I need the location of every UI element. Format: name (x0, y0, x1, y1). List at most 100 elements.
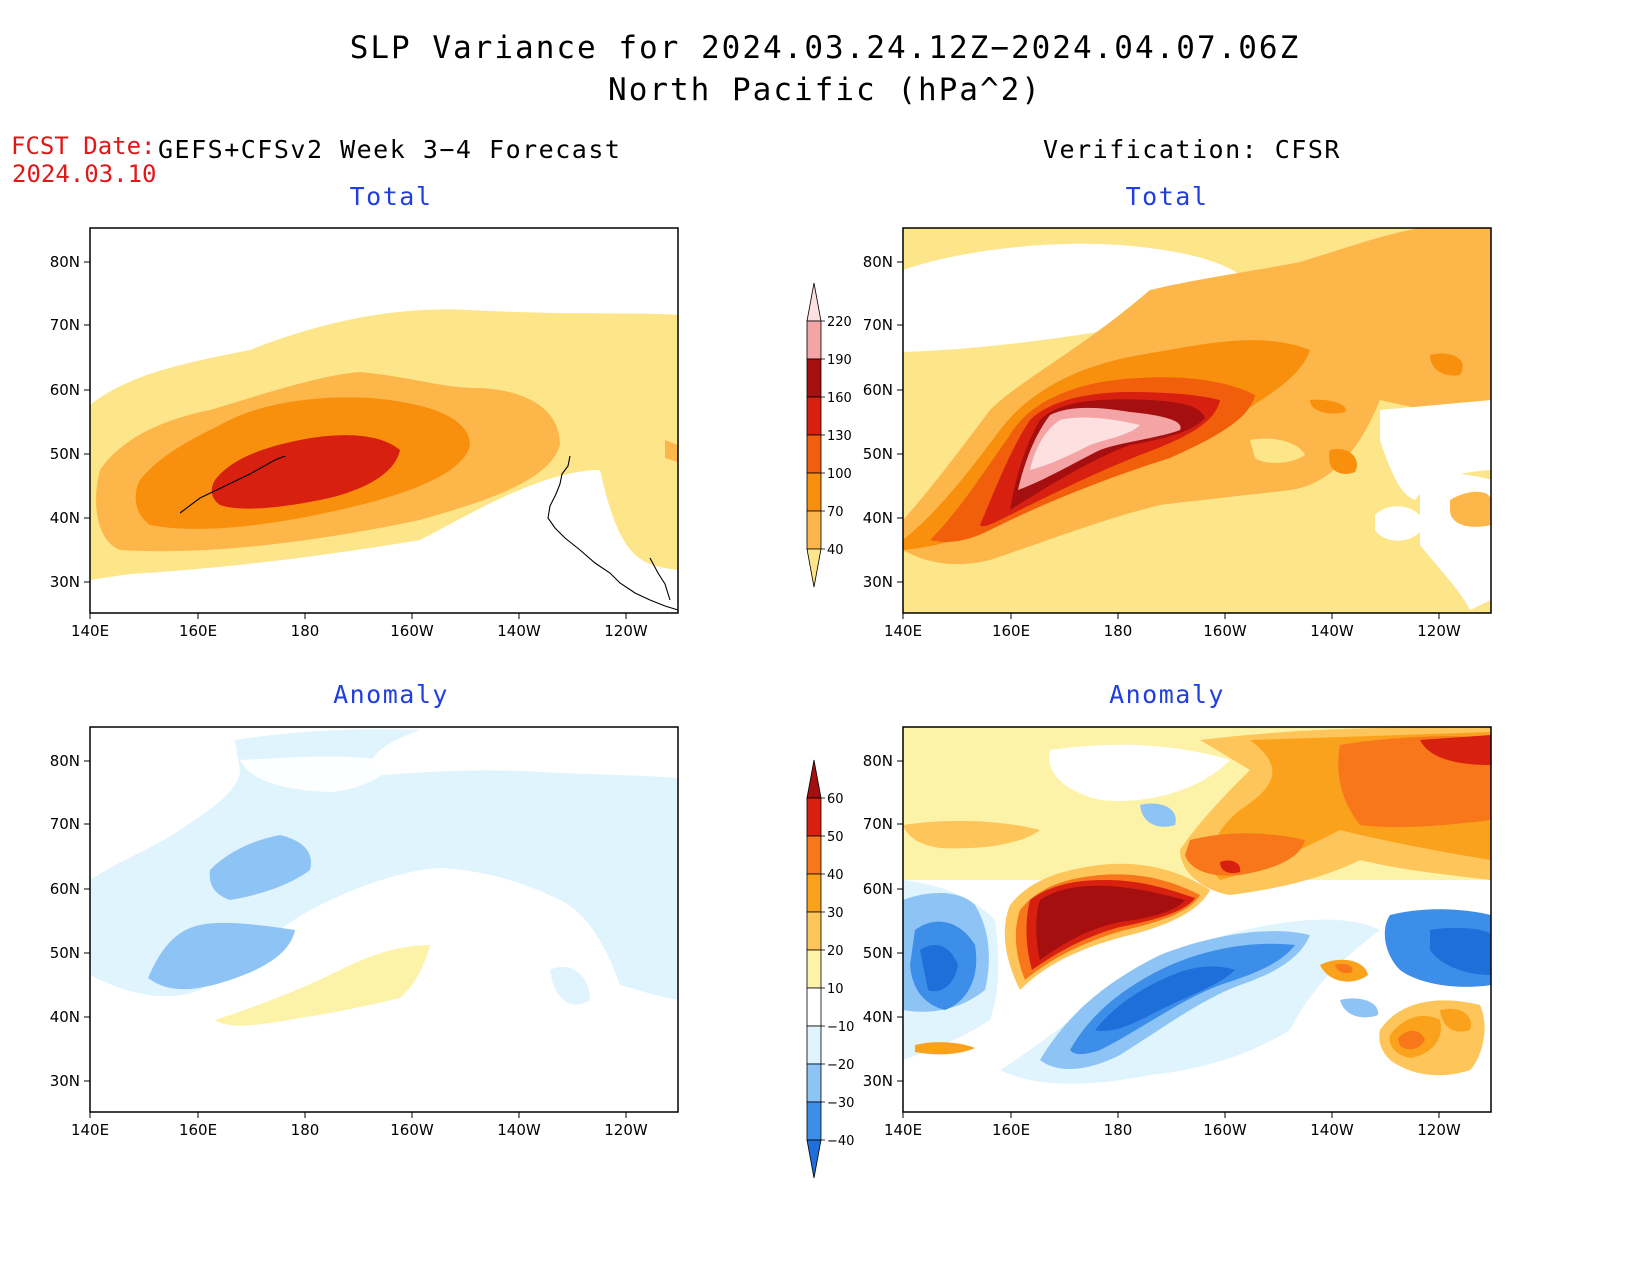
lat-tick-label: 30N (50, 1072, 80, 1090)
fcst-date-value: 2024.03.10 (12, 160, 157, 188)
verification-header: Verification: CFSR (1043, 135, 1341, 164)
colorbar-swatch (806, 320, 822, 360)
colorbar-level-label: −40 (827, 1134, 854, 1149)
verification-anomaly-title: Anomaly (1109, 680, 1225, 709)
lon-tick-label: 140E (71, 1121, 109, 1139)
colorbar-swatch (806, 510, 822, 550)
colorbar-level-label: 160 (827, 391, 852, 406)
lat-tick-label: 50N (863, 944, 893, 962)
colorbar-swatch (806, 282, 822, 322)
lat-tick-label: 80N (50, 752, 80, 770)
colorbar-level-label: 20 (827, 944, 844, 959)
colorbar-level-label: 50 (827, 830, 844, 845)
lon-tick-label: 120W (1417, 1121, 1461, 1139)
lat-tick-label: 50N (50, 445, 80, 463)
lat-tick-label: 60N (863, 880, 893, 898)
colorbar-swatch (806, 759, 822, 799)
colorbar-swatch (806, 1025, 822, 1065)
forecast-total-title: Total (349, 182, 433, 211)
lat-tick-label: 60N (50, 381, 80, 399)
colorbar-level-label: −20 (827, 1058, 854, 1073)
forecast-header: GEFS+CFSv2 Week 3−4 Forecast (158, 135, 622, 164)
lat-tick-label: 70N (863, 815, 893, 833)
lat-tick-label: 70N (863, 316, 893, 334)
verification-total-title: Total (1125, 182, 1209, 211)
colorbar-level-label: 130 (827, 429, 852, 444)
colorbar-swatch (806, 949, 822, 989)
lon-tick-label: 180 (291, 1121, 320, 1139)
lon-tick-label: 140W (497, 1121, 541, 1139)
verification-total-map (902, 227, 1492, 614)
colorbar-swatch (806, 396, 822, 436)
lon-tick-label: 180 (1104, 1121, 1133, 1139)
colorbar-level-label: 60 (827, 792, 844, 807)
lat-tick-label: 80N (863, 253, 893, 271)
colorbar-swatch (806, 548, 822, 588)
lat-tick-label: 40N (863, 509, 893, 527)
colorbar-level-label: 40 (827, 868, 844, 883)
verification-anomaly-map (902, 726, 1492, 1113)
colorbar-swatch (806, 797, 822, 837)
colorbar-swatch (806, 1139, 822, 1179)
anomaly-colorbar: 60 50 40 30 20 10 −10 −20 −30 −40 (806, 759, 854, 1179)
forecast-total-map (89, 227, 679, 614)
lon-tick-label: 120W (604, 622, 648, 640)
lon-tick-label: 140E (884, 622, 922, 640)
colorbar-swatch (806, 434, 822, 474)
lon-tick-label: 140W (1310, 1121, 1354, 1139)
colorbar-swatch (806, 835, 822, 875)
lon-tick-label: 160E (179, 1121, 217, 1139)
colorbar-level-label: 190 (827, 353, 852, 368)
lon-tick-label: 160E (992, 622, 1030, 640)
lon-tick-label: 140E (884, 1121, 922, 1139)
colorbar-level-label: −30 (827, 1096, 854, 1111)
main-subtitle: North Pacific (hPa^2) (608, 72, 1042, 108)
colorbar-swatch (806, 873, 822, 913)
colorbar-swatch (806, 1101, 822, 1141)
colorbar-swatch (806, 472, 822, 512)
lon-tick-label: 160W (390, 1121, 434, 1139)
colorbar-level-label: 10 (827, 982, 844, 997)
lat-tick-label: 40N (50, 509, 80, 527)
lon-tick-label: 160E (179, 622, 217, 640)
colorbar-swatch (806, 987, 822, 1027)
lat-tick-label: 70N (50, 815, 80, 833)
lat-tick-label: 50N (50, 944, 80, 962)
lon-tick-label: 160E (992, 1121, 1030, 1139)
forecast-anomaly-map (89, 726, 679, 1113)
main-title: SLP Variance for 2024.03.24.12Z−2024.04.… (349, 30, 1301, 66)
colorbar-swatch (806, 911, 822, 951)
lat-tick-label: 80N (50, 253, 80, 271)
lat-tick-label: 40N (50, 1008, 80, 1026)
lon-tick-label: 160W (390, 622, 434, 640)
lon-tick-label: 140W (497, 622, 541, 640)
colorbar-level-label: 70 (827, 505, 844, 520)
lat-tick-label: 30N (50, 573, 80, 591)
lon-tick-label: 180 (1104, 622, 1133, 640)
lat-tick-label: 50N (863, 445, 893, 463)
lon-tick-label: 180 (291, 622, 320, 640)
colorbar-level-label: 100 (827, 467, 852, 482)
lon-tick-label: 140W (1310, 622, 1354, 640)
forecast-anomaly-title: Anomaly (333, 680, 449, 709)
colorbar-swatch (806, 1063, 822, 1103)
colorbar-level-label: −10 (827, 1020, 854, 1035)
lat-tick-label: 60N (50, 880, 80, 898)
colorbar-level-label: 30 (827, 906, 844, 921)
total-colorbar: 220 190 160 130 100 70 40 (806, 282, 852, 588)
fcst-date-label: FCST Date: (11, 132, 156, 160)
colorbar-level-label: 220 (827, 315, 852, 330)
lon-tick-label: 160W (1203, 622, 1247, 640)
lat-tick-label: 80N (863, 752, 893, 770)
colorbar-level-label: 40 (827, 543, 844, 558)
lat-tick-label: 70N (50, 316, 80, 334)
lon-tick-label: 140E (71, 622, 109, 640)
lat-tick-label: 30N (863, 1072, 893, 1090)
lat-tick-label: 60N (863, 381, 893, 399)
map-axes: 80N 70N 60N 50N 40N 30N 140E 160E 180 160W 140W 120… (50, 253, 1461, 1139)
lat-tick-label: 30N (863, 573, 893, 591)
lon-tick-label: 120W (604, 1121, 648, 1139)
lon-tick-label: 160W (1203, 1121, 1247, 1139)
lat-tick-label: 40N (863, 1008, 893, 1026)
